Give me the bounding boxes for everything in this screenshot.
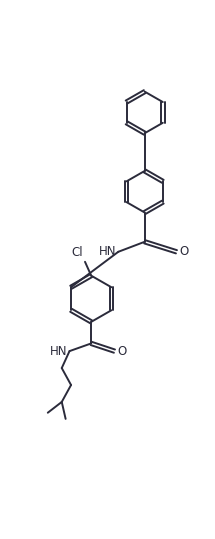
Text: Cl: Cl (72, 246, 83, 259)
Text: O: O (118, 344, 127, 357)
Text: HN: HN (98, 245, 116, 258)
Text: HN: HN (50, 344, 67, 357)
Text: O: O (180, 245, 189, 258)
